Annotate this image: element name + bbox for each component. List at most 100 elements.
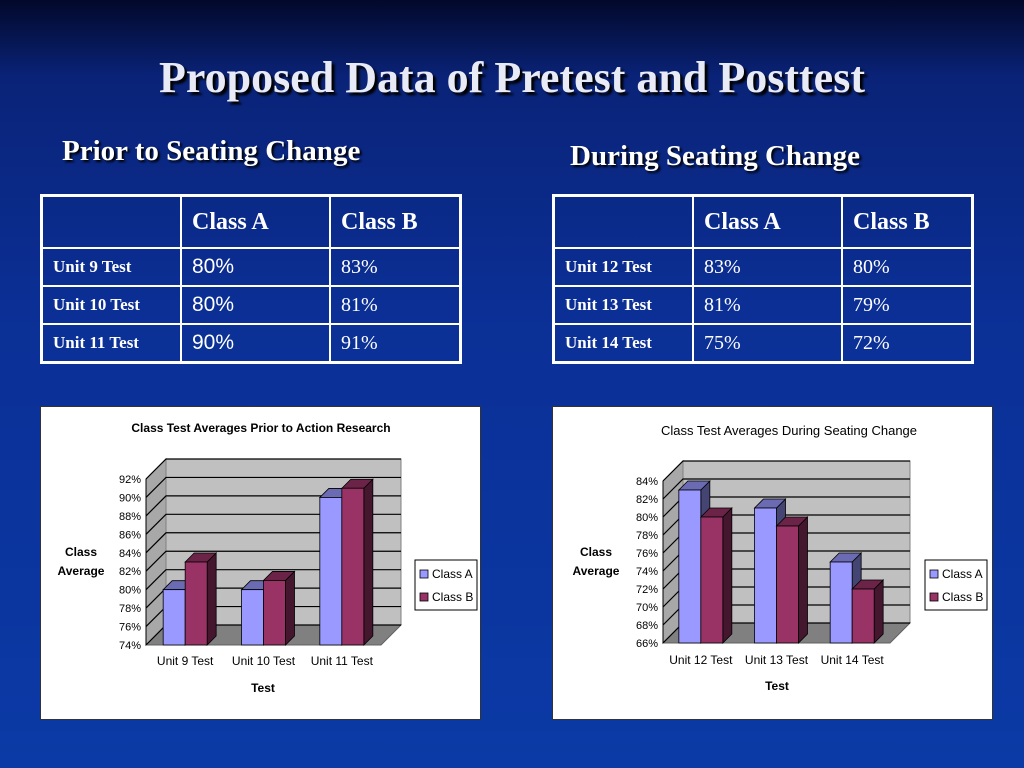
chart-y-tick-label: 76%: [636, 548, 658, 560]
chart-x-axis-title: Test: [251, 681, 275, 695]
chart-y-tick-label: 78%: [636, 530, 658, 542]
table-during: Class A Class B Unit 12 Test 83% 80% Uni…: [552, 194, 974, 364]
chart-title: Class Test Averages During Seating Chang…: [661, 423, 917, 438]
chart-gridline: [662, 460, 910, 482]
chart-during: Class Test Averages During Seating Chang…: [552, 406, 993, 720]
chart-x-tick-label: Unit 9 Test: [157, 654, 214, 668]
bar-class-a: [678, 489, 702, 644]
header-class-b: Class B: [841, 194, 974, 249]
chart-title: Class Test Averages Prior to Action Rese…: [131, 421, 390, 435]
chart-legend: [414, 559, 478, 611]
bar-class-a: [754, 507, 777, 644]
header-class-b: Class B: [329, 194, 462, 249]
heading-during: During Seating Change: [570, 140, 861, 172]
chart-y-tick-label: 76%: [119, 622, 141, 634]
class-b-value: 91%: [329, 323, 462, 364]
chart-during-svg: Class Test Averages During Seating Chang…: [573, 423, 988, 693]
bar-side-class-b: [206, 552, 217, 646]
chart-y-tick-label: 92%: [119, 474, 141, 486]
chart-y-tick-label: 82%: [636, 494, 658, 506]
chart-y-tick-label: 74%: [119, 640, 141, 652]
chart-y-tick-label: 80%: [636, 512, 658, 524]
chart-x-tick-label: Unit 12 Test: [669, 653, 733, 667]
chart-y-tick-label: 82%: [119, 566, 141, 578]
table-row: Unit 11 Test 90% 91%: [40, 323, 462, 364]
bar-class-a: [829, 561, 853, 644]
chart-y-tick-label: 70%: [636, 602, 658, 614]
chart-y-axis-title: Average: [58, 564, 105, 578]
bar-class-b: [776, 525, 799, 644]
class-a-value: 75%: [692, 323, 843, 364]
chart-x-axis-title: Test: [765, 679, 789, 693]
table-row: Unit 13 Test 81% 79%: [552, 285, 974, 325]
legend-label: Class B: [942, 590, 983, 604]
class-a-value: 80%: [180, 285, 331, 325]
slide-title: Proposed Data of Pretest and Posttest: [159, 53, 865, 102]
chart-x-tick-label: Unit 13 Test: [745, 653, 809, 667]
chart-y-axis-title: Average: [573, 564, 620, 578]
legend-swatch: [929, 592, 939, 602]
table-row: Unit 14 Test 75% 72%: [552, 323, 974, 364]
chart-y-tick-label: 74%: [636, 566, 658, 578]
heading-prior: Prior to Seating Change: [62, 135, 361, 167]
class-b-value: 83%: [329, 247, 462, 287]
class-a-value: 83%: [692, 247, 843, 287]
chart-gridline: [662, 478, 910, 500]
class-b-value: 80%: [841, 247, 974, 287]
chart-y-tick-label: 80%: [119, 585, 141, 597]
chart-y-tick-label: 86%: [119, 529, 141, 541]
chart-x-tick-label: Unit 14 Test: [821, 653, 885, 667]
bar-side-class-b: [363, 478, 374, 646]
chart-prior: Class Test Averages Prior to Action Rese…: [40, 406, 481, 720]
table-prior: Class A Class B Unit 9 Test 80% 83% Unit…: [40, 194, 462, 364]
bar-side-class-b: [873, 579, 884, 644]
table-header-row: Class A Class B: [552, 194, 974, 249]
chart-gridline: [145, 476, 401, 498]
chart-y-tick-label: 72%: [636, 584, 658, 596]
bar-class-b: [184, 561, 208, 646]
legend-label: Class A: [942, 567, 983, 581]
header-empty-cell: [40, 194, 182, 249]
class-a-value: 90%: [180, 323, 331, 364]
bar-side-class-b: [798, 516, 808, 644]
bar-class-a: [241, 589, 264, 646]
bar-class-b: [263, 580, 286, 646]
bar-class-b: [700, 516, 724, 644]
row-label: Unit 13 Test: [552, 285, 694, 325]
chart-y-tick-label: 66%: [636, 638, 658, 650]
row-label: Unit 10 Test: [40, 285, 182, 325]
bar-class-b: [851, 588, 875, 644]
header-class-a: Class A: [692, 194, 843, 249]
row-label: Unit 12 Test: [552, 247, 694, 287]
chart-y-tick-label: 88%: [119, 511, 141, 523]
table-row: Unit 10 Test 80% 81%: [40, 285, 462, 325]
legend-label: Class A: [432, 567, 473, 581]
row-label: Unit 14 Test: [552, 323, 694, 364]
class-b-value: 72%: [841, 323, 974, 364]
class-b-value: 81%: [329, 285, 462, 325]
bar-class-a: [162, 589, 186, 646]
bar-side-class-b: [722, 507, 733, 644]
table-row: Unit 12 Test 83% 80%: [552, 247, 974, 287]
bar-side-class-b: [285, 570, 295, 646]
header-empty-cell: [552, 194, 694, 249]
chart-x-tick-label: Unit 11 Test: [311, 654, 374, 668]
legend-swatch: [929, 569, 939, 579]
chart-y-axis-title: Class: [580, 545, 612, 559]
chart-y-axis-title: Class: [65, 545, 97, 559]
chart-prior-svg: Class Test Averages Prior to Action Rese…: [58, 421, 478, 695]
table-row: Unit 9 Test 80% 83%: [40, 247, 462, 287]
chart-y-tick-label: 84%: [119, 548, 141, 560]
header-class-a: Class A: [180, 194, 331, 249]
chart-legend: [924, 559, 988, 611]
chart-gridline: [145, 458, 401, 480]
chart-y-tick-label: 68%: [636, 620, 658, 632]
chart-y-tick-label: 78%: [119, 603, 141, 615]
class-a-value: 80%: [180, 247, 331, 287]
chart-y-tick-label: 84%: [636, 476, 658, 488]
table-header-row: Class A Class B: [40, 194, 462, 249]
chart-y-tick-label: 90%: [119, 492, 141, 504]
row-label: Unit 11 Test: [40, 323, 182, 364]
bar-class-b: [341, 487, 365, 646]
chart-x-tick-label: Unit 10 Test: [232, 654, 296, 668]
